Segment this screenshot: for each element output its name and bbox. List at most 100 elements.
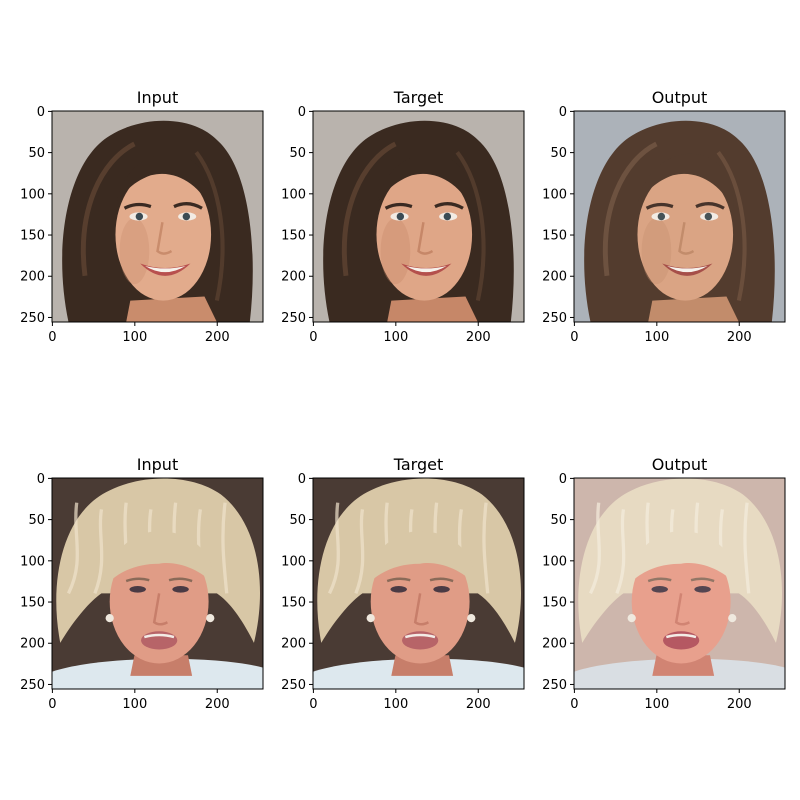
right-eye (433, 585, 450, 593)
y-tick-label: 150 (20, 229, 45, 244)
right-brow (168, 577, 193, 583)
face (115, 168, 212, 301)
x-tick-label: 100 (122, 330, 147, 345)
face-shadow (380, 218, 411, 285)
panel-title: Output (652, 88, 708, 107)
y-tick-label: 150 (281, 596, 306, 611)
y-tick-label: 250 (542, 311, 567, 326)
left-brow (647, 577, 672, 583)
hair-fringe (638, 153, 734, 210)
right-iris (182, 212, 191, 221)
output-overlay (574, 111, 785, 322)
axes-frame (573, 477, 786, 690)
x-tick-label: 200 (466, 697, 491, 712)
y-tick-label: 250 (281, 311, 306, 326)
right-eye (172, 585, 189, 593)
right-brow (173, 202, 203, 210)
x-tick-label: 200 (466, 330, 491, 345)
hair-highlight (455, 150, 486, 302)
face-image (313, 111, 524, 322)
neck (387, 296, 478, 322)
y-tick-label: 0 (37, 472, 45, 487)
right-brow (434, 202, 464, 210)
neck (648, 296, 739, 322)
x-tick-label: 0 (309, 697, 317, 712)
face-image (574, 111, 785, 322)
x-tick-label: 100 (122, 697, 147, 712)
left-eye (129, 585, 146, 593)
nose (417, 222, 434, 255)
left-iris (657, 212, 666, 221)
right-eye (694, 585, 711, 593)
left-brow (123, 202, 152, 210)
teeth (143, 633, 175, 639)
hair-fringe (366, 530, 476, 586)
left-eye (651, 585, 668, 593)
right-brow (429, 577, 454, 583)
hair-strand (93, 509, 104, 595)
y-tick-label: 50 (289, 513, 306, 528)
face-image (52, 478, 263, 689)
x-tick-label: 100 (383, 330, 408, 345)
hair-strand (221, 502, 229, 594)
teeth (406, 265, 447, 273)
hair-strand (743, 502, 751, 594)
left-eye (390, 585, 407, 593)
y-tick-label: 150 (542, 596, 567, 611)
earring (467, 613, 476, 623)
y-tick-label: 0 (298, 472, 306, 487)
neck (126, 296, 217, 322)
right-iris (704, 212, 713, 221)
face (109, 539, 209, 664)
y-tick-label: 200 (542, 270, 567, 285)
face (376, 168, 473, 301)
y-tick-label: 50 (28, 146, 45, 161)
right-brow (695, 202, 725, 210)
output-overlay (574, 478, 785, 689)
hair-fringe (105, 530, 215, 586)
hair-highlight (602, 141, 658, 277)
left-brow (384, 202, 413, 210)
y-tick-label: 100 (281, 554, 306, 569)
face-image (52, 111, 263, 322)
hair-strand (589, 502, 601, 595)
nose (413, 593, 429, 626)
nose (152, 593, 168, 626)
hair-fringe (627, 530, 737, 586)
y-tick-label: 100 (281, 187, 306, 202)
y-tick-label: 50 (289, 146, 306, 161)
y-tick-label: 150 (542, 229, 567, 244)
y-tick-label: 50 (550, 513, 567, 528)
y-tick-label: 100 (542, 187, 567, 202)
hair-strand (354, 509, 365, 595)
hair-strand (615, 509, 626, 595)
face-image (313, 478, 524, 689)
y-tick-label: 250 (281, 678, 306, 693)
y-tick-label: 200 (542, 637, 567, 652)
axes-frame (312, 110, 525, 323)
y-tick-label: 250 (20, 311, 45, 326)
y-tick-label: 0 (298, 105, 306, 120)
y-tick-label: 100 (20, 187, 45, 202)
y-tick-label: 150 (20, 596, 45, 611)
earring (627, 613, 636, 623)
teeth (404, 633, 436, 639)
hair-strand (328, 502, 340, 595)
panel-title: Input (137, 88, 178, 107)
left-brow (386, 577, 411, 583)
hair-highlight (341, 141, 397, 277)
x-tick-label: 200 (727, 330, 752, 345)
hair-strand (67, 502, 79, 595)
y-tick-label: 0 (37, 105, 45, 120)
earring (366, 613, 375, 623)
earring (206, 613, 215, 623)
left-brow (645, 202, 674, 210)
face-shadow (641, 218, 672, 285)
nose (156, 222, 173, 255)
